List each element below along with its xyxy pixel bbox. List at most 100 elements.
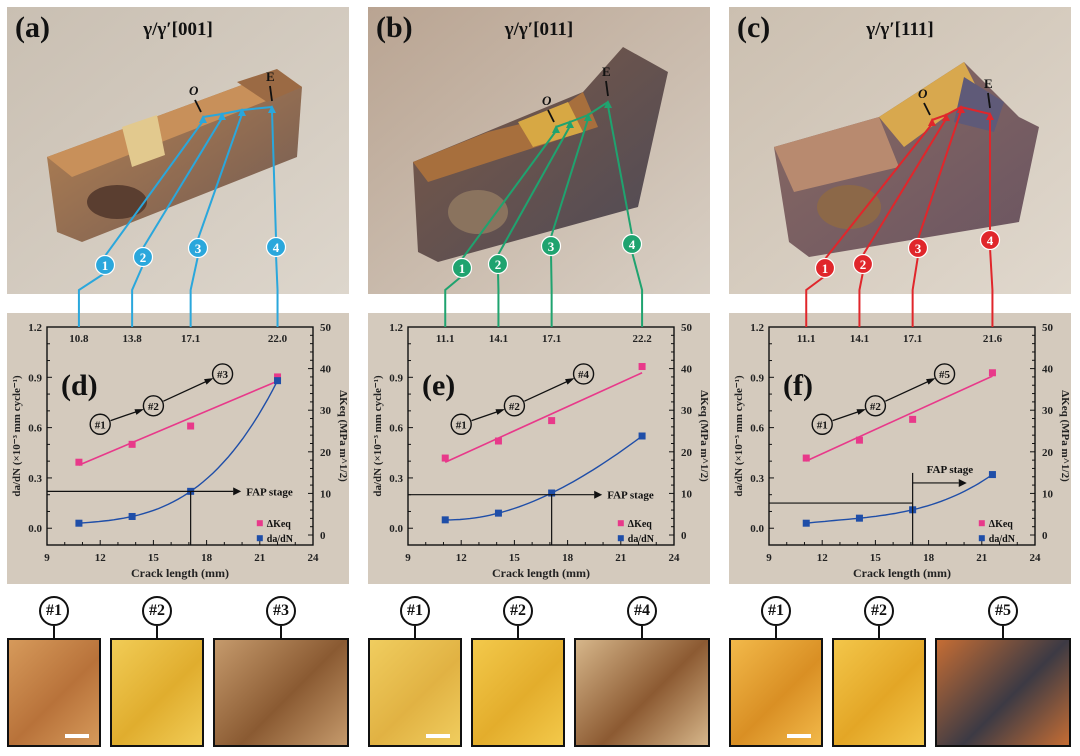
crack-length-label: 13.8	[122, 333, 142, 345]
micrograph-label-stem	[280, 626, 282, 638]
position-marker-number: 4	[629, 237, 636, 252]
leader-line-upper	[104, 120, 204, 257]
position-marker	[487, 253, 509, 275]
x-tick-label: 15	[148, 552, 160, 564]
fap-stage-label: FAP stage	[927, 464, 974, 476]
origin-arrow	[923, 102, 931, 116]
micrograph-label-stem	[53, 626, 55, 638]
stage-label: #1	[456, 419, 467, 431]
legend-marker-delta-k	[256, 520, 263, 527]
stage-bubble	[450, 413, 472, 435]
leader-arrowhead	[986, 112, 994, 120]
fractograph-image	[935, 638, 1071, 747]
scale-bar	[65, 734, 89, 738]
stage-label: #5	[939, 369, 951, 381]
delta-k-point	[802, 454, 810, 462]
dadn-point	[274, 377, 282, 385]
origin-label: O	[918, 86, 928, 101]
legend-label-delta-k: ΔKeq	[267, 519, 291, 530]
crack-length-label: 22.0	[268, 333, 288, 345]
legend-label-dadn: da/dN	[628, 534, 655, 545]
y-tick-label: 0.3	[389, 473, 403, 485]
y2-tick-label: 40	[320, 364, 332, 376]
leader-line-upper	[271, 110, 277, 239]
axes-frame	[768, 326, 1036, 546]
photo-panel-a: (a) γ/γ′[001]	[7, 7, 349, 294]
x-tick-label: 21	[254, 552, 265, 564]
stage-bubble	[572, 363, 595, 385]
leader-line-lower	[77, 272, 106, 327]
dadn-point	[128, 512, 136, 520]
micrograph-label: #2	[142, 596, 172, 626]
position-marker	[187, 237, 209, 259]
stage-label: #2	[509, 401, 521, 413]
stage-arrowhead	[856, 409, 866, 415]
position-marker-number: 4	[987, 233, 994, 248]
micrograph-label-stem	[517, 626, 519, 638]
leader-arrowhead	[584, 113, 592, 121]
position-marker-number: 3	[195, 241, 202, 256]
crack-length-label: 17.1	[542, 333, 561, 345]
micrograph-label-stem	[1002, 626, 1004, 638]
legend-marker-dadn	[978, 535, 985, 542]
y-tick-label: 0.9	[389, 372, 403, 384]
fractograph-image	[574, 638, 710, 747]
dadn-point	[441, 516, 449, 524]
leader-line-lower	[858, 271, 864, 327]
crack-path-line	[202, 106, 273, 118]
leader-arrowhead	[218, 112, 226, 120]
end-arrow	[987, 92, 991, 109]
y2-axis-label: ΔKeq (MPa m^1/2)	[1059, 390, 1071, 482]
crack-length-label: 11.1	[436, 333, 455, 345]
dadn-point	[548, 489, 556, 497]
micrograph-label: #1	[761, 596, 791, 626]
stage-label: #4	[578, 369, 590, 381]
chart-panel-e: 9 12 15 18 21 24 0.0 0.3 0.6 0.9 1.2 0 10 20 30 40 50 Cra…	[368, 313, 710, 584]
crack-length-label: 11.1	[797, 333, 816, 345]
crack-length-label: 17.1	[903, 333, 922, 345]
x-tick-label: 18	[923, 552, 935, 564]
y2-tick-label: 20	[320, 447, 332, 459]
legend-label-delta-k: ΔKeq	[989, 519, 1013, 530]
delta-k-fit-line	[78, 380, 278, 466]
position-marker-number: 1	[102, 258, 109, 273]
y-tick-label: 1.2	[28, 322, 42, 334]
stage-bubble	[864, 395, 887, 417]
x-axis-label: Crack length (mm)	[853, 566, 951, 580]
y-tick-label: 0.0	[28, 523, 42, 535]
leader-arrowhead	[957, 105, 965, 113]
leader-line-upper	[550, 118, 589, 238]
dadn-point	[494, 509, 502, 517]
x-tick-label: 21	[615, 552, 626, 564]
y2-tick-label: 0	[1042, 530, 1048, 542]
leader-line-upper	[862, 118, 947, 256]
chart-e: 9 12 15 18 21 24 0.0 0.3 0.6 0.9 1.2 0 10 20 30 40 50 Cra…	[368, 313, 710, 584]
micrograph-label-stem	[156, 626, 158, 638]
y-tick-label: 0.6	[750, 423, 764, 435]
crack-path-line	[931, 105, 991, 121]
legend-label-dadn: da/dN	[267, 534, 294, 545]
origin-label: O	[542, 93, 552, 108]
leader-line-upper	[824, 123, 933, 260]
leader-line-lower	[805, 275, 826, 327]
leader-line-upper	[607, 105, 633, 236]
stage-bubble	[811, 413, 833, 435]
stage-label: #2	[148, 401, 160, 413]
x-axis-label: Crack length (mm)	[492, 566, 590, 580]
chart-panel-label: (d)	[61, 369, 98, 402]
position-marker	[265, 236, 287, 258]
chart-background	[729, 313, 1071, 584]
delta-k-point	[75, 458, 83, 466]
position-marker	[852, 253, 874, 275]
leader-line-upper	[917, 110, 962, 240]
fractograph-image	[213, 638, 349, 747]
stage-label: #2	[870, 401, 882, 413]
delta-k-point	[494, 437, 502, 445]
y2-tick-label: 30	[1042, 405, 1054, 417]
panel-label-c: (c)	[737, 11, 771, 44]
end-label: E	[984, 76, 993, 91]
position-marker	[814, 257, 836, 279]
origin-arrow	[547, 109, 555, 123]
y2-tick-label: 40	[681, 364, 693, 376]
position-marker	[907, 237, 929, 259]
